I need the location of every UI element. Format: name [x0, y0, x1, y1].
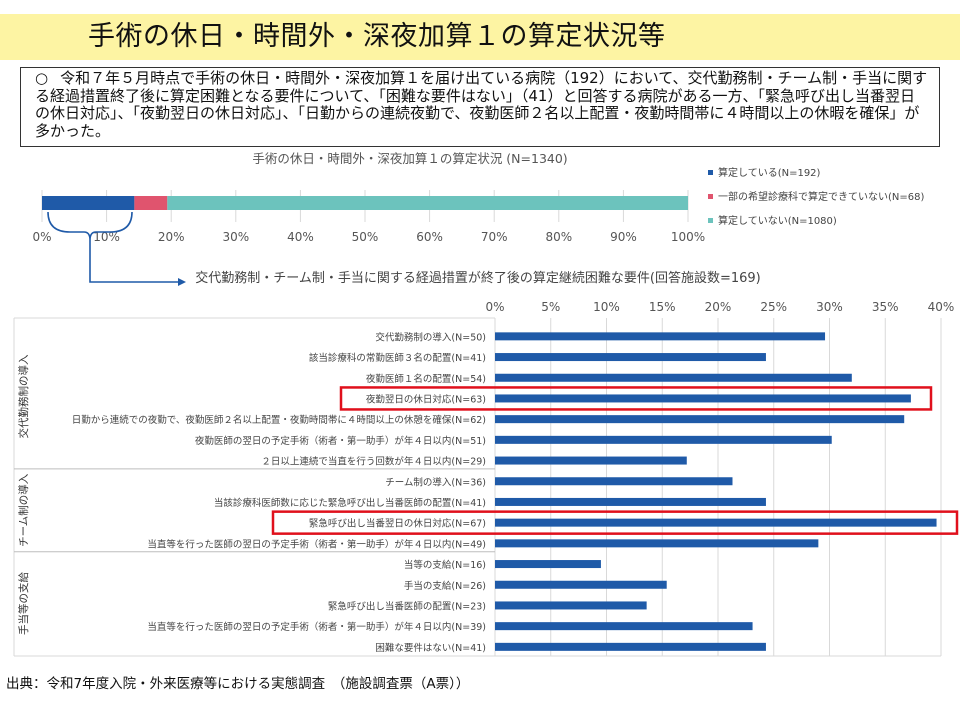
chart2-bar: [495, 497, 766, 506]
summary-text: 令和７年５月時点で手術の休日・時間外・深夜加算１を届け出ている病院（192）にお…: [35, 69, 928, 140]
chart2-category-label: 手当の支給(N=26): [404, 580, 486, 592]
chart1-tick-label: 80%: [545, 230, 572, 244]
chart2-bar: [495, 373, 852, 382]
chart2-tick-label: 40%: [928, 300, 955, 314]
chart1-tick-label: 100%: [671, 230, 705, 244]
chart2-bar: [495, 580, 667, 589]
chart2-bar: [495, 332, 826, 341]
chart2-tick-label: 5%: [541, 300, 560, 314]
chart1-tick-label: 20%: [158, 230, 185, 244]
chart2-category-label: 夜勤医師の翌日の予定手術（術者・第一助手）が年４日以内(N=51): [195, 435, 486, 447]
chart1-tick-label: 10%: [93, 230, 120, 244]
chart1-tick-label: 60%: [416, 230, 443, 244]
chart2-bar: [495, 601, 647, 610]
chart2-bar: [495, 622, 753, 631]
chart2-category-label: 該当診療科の常勤医師３名の配置(N=41): [309, 352, 486, 364]
chart1-tick-label: 40%: [287, 230, 314, 244]
chart2-category-label: 当直等を行った医師の翌日の予定手術（術者・第一助手）が年４日以内(N=39): [147, 621, 486, 633]
chart1-tick-label: 30%: [222, 230, 249, 244]
connector-arrowhead: [178, 278, 186, 286]
chart2-category-label: 交代勤務制の導入(N=50): [375, 331, 486, 343]
chart2-bar: [495, 518, 937, 527]
chart2-tick-label: 15%: [649, 300, 676, 314]
chart2-tick-label: 20%: [705, 300, 732, 314]
chart2-bar: [495, 477, 733, 486]
chart1-legend-swatch: [708, 218, 713, 223]
chart2-category-label: チーム制の導入(N=36): [385, 476, 486, 488]
chart2-bar: [495, 456, 687, 465]
chart2-category-label: 夜勤医師１名の配置(N=54): [366, 373, 486, 385]
chart1-legend-label: 算定していない(N=1080): [718, 214, 837, 227]
chart2-category-label: 困難な要件はない(N=41): [375, 642, 486, 654]
chart2-category-label: 夜勤翌日の休日対応(N=63): [366, 393, 486, 405]
chart2-highlight-box: [271, 510, 959, 535]
chart2-group-label: チーム制の導入: [17, 473, 30, 547]
chart1-tick-label: 50%: [352, 230, 379, 244]
chart1-bar-segment: [134, 196, 168, 210]
chart2-group-label: 手当等の支給: [17, 571, 30, 634]
chart2-bar: [495, 394, 911, 403]
chart2-category-label: 日勤から連続での夜勤で、夜勤医師２名以上配置・夜勤時間帯に４時間以上の休憩を確保…: [72, 414, 486, 426]
summary-bullet: ○: [35, 69, 49, 87]
chart2-category-label: 緊急呼び出し当番医師の配置(N=23): [328, 600, 486, 612]
chart2-bar: [495, 415, 905, 424]
chart2-category-label: 当該診療科医師数に応じた緊急呼び出し当番医師の配置(N=41): [214, 497, 486, 509]
chart1-legend-swatch: [708, 194, 713, 199]
chart1-bar-segment: [42, 196, 135, 210]
chart2-category-label: 当直等を行った医師の翌日の予定手術（術者・第一助手）が年４日以内(N=49): [147, 538, 486, 550]
chart2-category-label: 緊急呼び出し当番翌日の休日対応(N=67): [309, 518, 486, 530]
chart2-tick-label: 30%: [816, 300, 843, 314]
chart2-bar: [495, 353, 766, 362]
chart1-tick-label: 90%: [610, 230, 637, 244]
chart2-category-label: ２日以上連続で当直を行う回数が年４日以内(N=29): [261, 456, 486, 468]
chart2-bar: [495, 539, 819, 548]
chart1-tick-label: 0%: [32, 230, 51, 244]
page-title: 手術の休日・時間外・深夜加算１の算定状況等: [0, 14, 960, 60]
chart1-title: 手術の休日・時間外・深夜加算１の算定状況 (N=1340): [252, 151, 567, 166]
chart2-bar: [495, 560, 601, 569]
chart2-title: 交代勤務制・チーム制・手当に関する経過措置が終了後の算定継続困難な要件(回答施設…: [195, 270, 760, 286]
chart1-tick-label: 70%: [481, 230, 508, 244]
source-note: 出典：令和7年度入院・外来医療等における実態調査 （施設調査票（A票））: [6, 676, 470, 692]
connector-line: [89, 240, 178, 283]
summary-box: ○ 令和７年５月時点で手術の休日・時間外・深夜加算１を届け出ている病院（192）に…: [20, 67, 940, 147]
chart1-legend-swatch: [708, 170, 713, 175]
chart2-bar: [495, 435, 832, 444]
chart2-tick-label: 25%: [760, 300, 787, 314]
chart1-bar-segment: [167, 196, 689, 210]
chart2-category-label: 当等の支給(N=16): [404, 559, 486, 571]
chart2-bar: [495, 642, 766, 651]
chart2-tick-label: 10%: [593, 300, 620, 314]
chart1-legend-label: 算定している(N=192): [718, 166, 821, 179]
chart2-tick-label: 0%: [485, 300, 504, 314]
chart2-group-label: 交代勤務制の導入: [17, 354, 30, 438]
chart2-highlight-box: [339, 386, 933, 411]
chart2-tick-label: 35%: [872, 300, 899, 314]
chart1-legend-label: 一部の希望診療科で算定できていない(N=68): [718, 190, 924, 203]
